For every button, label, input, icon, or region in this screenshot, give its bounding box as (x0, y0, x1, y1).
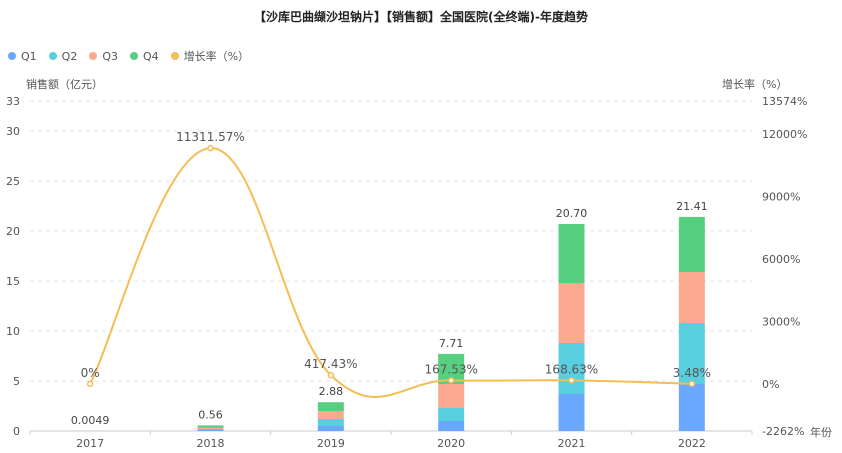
bar-q2-2018 (197, 429, 224, 430)
y-right-tick-label: 0% (762, 378, 779, 391)
bar-q4-2022 (678, 216, 705, 272)
y-left-tick-label: 5 (13, 375, 20, 388)
legend-label-q1: Q1 (21, 49, 37, 63)
legend-item-q4[interactable]: Q4 (130, 50, 159, 63)
growth-point (207, 144, 214, 152)
bar-q1-2021 (558, 394, 585, 431)
bar-total-label: 7.71 (439, 337, 464, 350)
growth-label: 417.43% (304, 357, 357, 371)
x-tick-label: 2022 (678, 437, 706, 450)
growth-point (86, 380, 94, 388)
bar-q3-2021 (558, 283, 585, 343)
y-left-tick-label: 20 (6, 225, 20, 238)
bar-total-label: 2.88 (319, 385, 344, 398)
growth-line (89, 147, 692, 398)
legend-item-q1[interactable]: Q1 (8, 50, 37, 63)
y-left-tick-label: 25 (6, 175, 20, 188)
bar-q4-2018 (197, 425, 224, 428)
bar-q3-2022 (678, 272, 705, 323)
bar-q4-2020 (438, 353, 465, 384)
bar-q2-2019 (317, 419, 344, 426)
legend-item-growth[interactable]: 增长率（%） (170, 48, 250, 64)
y-left-tick-label: 0 (13, 425, 20, 438)
growth-label: 3.48% (673, 366, 711, 380)
bar-q1-2019 (317, 426, 344, 431)
bar-total-label: 0.56 (198, 408, 223, 421)
y-right-axis-name: 增长率（%） (722, 78, 788, 91)
bar-q3-2019 (317, 411, 344, 419)
legend-item-q3[interactable]: Q3 (89, 50, 118, 63)
x-tick-label: 2019 (317, 437, 345, 450)
bar-total-label: 21.41 (676, 200, 708, 213)
legend-dot-q1 (8, 52, 16, 60)
x-tick-label: 2017 (76, 437, 104, 450)
bar-q1-2022 (678, 384, 705, 431)
bar-q3-2018 (197, 427, 224, 429)
legend-dot-q3 (89, 52, 98, 60)
legend-label-q2: Q2 (61, 49, 78, 63)
y-right-tick-label: 9000% (762, 190, 800, 203)
y-left-tick-label: 15 (6, 275, 20, 288)
y-right-tick-label: -2262% (762, 425, 804, 438)
x-tick-label: 2021 (558, 437, 586, 450)
y-right-tick-label: 12000% (762, 128, 807, 141)
growth-label: 168.63% (545, 362, 598, 376)
legend-label-growth: 增长率（%） (183, 50, 250, 63)
y-right-tick-label: 6000% (762, 253, 800, 266)
y-left-tick-label: 10 (6, 325, 20, 338)
growth-point (447, 377, 455, 384)
growth-point (568, 377, 575, 384)
bar-q3-2020 (438, 384, 465, 408)
x-axis-name: 年份 (810, 426, 832, 439)
legend: Q1 Q2 Q3 Q4 增长率（%） (8, 48, 261, 64)
x-tick-label: 2020 (437, 437, 465, 450)
growth-point (327, 371, 335, 379)
bar-q2-2020 (438, 408, 465, 421)
legend-item-q2[interactable]: Q2 (48, 49, 78, 63)
legend-dot-q4 (130, 52, 139, 60)
chart-title: 【沙库巴曲缬沙坦钠片】【销售额】全国医院(全终端)-年度趋势 (254, 10, 588, 24)
y-left-tick-label: 33 (6, 95, 20, 108)
legend-label-q3: Q3 (102, 49, 119, 63)
bar-q2-2021 (558, 343, 585, 394)
growth-label: 11311.57% (176, 130, 245, 144)
bar-total-label: 0.0049 (71, 414, 110, 427)
y-right-tick-label: 13574% (762, 95, 807, 108)
bar-total-label: 20.70 (556, 207, 588, 220)
growth-point (688, 380, 696, 388)
growth-label: 0% (81, 366, 100, 380)
y-right-tick-label: 3000% (762, 315, 800, 328)
legend-dot-growth (170, 52, 179, 60)
bar-q4-2021 (558, 224, 585, 283)
bar-q4-2019 (317, 402, 344, 411)
bar-q1-2020 (438, 421, 465, 431)
bar-q2-2022 (678, 323, 705, 384)
y-left-tick-label: 30 (6, 125, 20, 138)
x-tick-label: 2018 (197, 437, 225, 450)
growth-label: 167.53% (424, 362, 477, 376)
y-left-axis-name: 销售额（亿元） (26, 78, 103, 91)
bar-q1-2018 (197, 430, 224, 431)
legend-dot-q2 (48, 52, 57, 60)
legend-label-q4: Q4 (143, 49, 159, 63)
